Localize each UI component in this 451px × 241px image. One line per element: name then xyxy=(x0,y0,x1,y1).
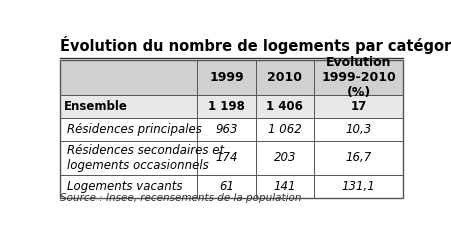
Text: Ensemble: Ensemble xyxy=(63,100,127,113)
Text: 16,7: 16,7 xyxy=(345,151,371,164)
Bar xyxy=(60,95,402,118)
Bar xyxy=(60,60,402,95)
Text: 141: 141 xyxy=(273,180,295,193)
Text: 131,1: 131,1 xyxy=(341,180,375,193)
Text: Source : Insee, recensements de la population: Source : Insee, recensements de la popul… xyxy=(60,193,301,203)
Text: 1 062: 1 062 xyxy=(267,123,301,136)
Text: Evolution
1999-2010
(%): Evolution 1999-2010 (%) xyxy=(321,56,395,99)
Text: 61: 61 xyxy=(219,180,234,193)
Text: 963: 963 xyxy=(215,123,237,136)
Bar xyxy=(60,60,402,198)
Text: Évolution du nombre de logements par catégorie: Évolution du nombre de logements par cat… xyxy=(60,36,451,54)
Text: 17: 17 xyxy=(350,100,366,113)
Text: 10,3: 10,3 xyxy=(345,123,371,136)
Text: Logements vacants: Logements vacants xyxy=(67,180,182,193)
Text: 1 406: 1 406 xyxy=(266,100,303,113)
Text: Résidences principales: Résidences principales xyxy=(67,123,202,136)
Text: 1999: 1999 xyxy=(209,71,243,84)
Text: 1 198: 1 198 xyxy=(207,100,244,113)
Text: 2010: 2010 xyxy=(267,71,302,84)
Text: 174: 174 xyxy=(215,151,237,164)
Text: 203: 203 xyxy=(273,151,295,164)
Text: Résidences secondaires et
logements occasionnels: Résidences secondaires et logements occa… xyxy=(67,144,224,172)
